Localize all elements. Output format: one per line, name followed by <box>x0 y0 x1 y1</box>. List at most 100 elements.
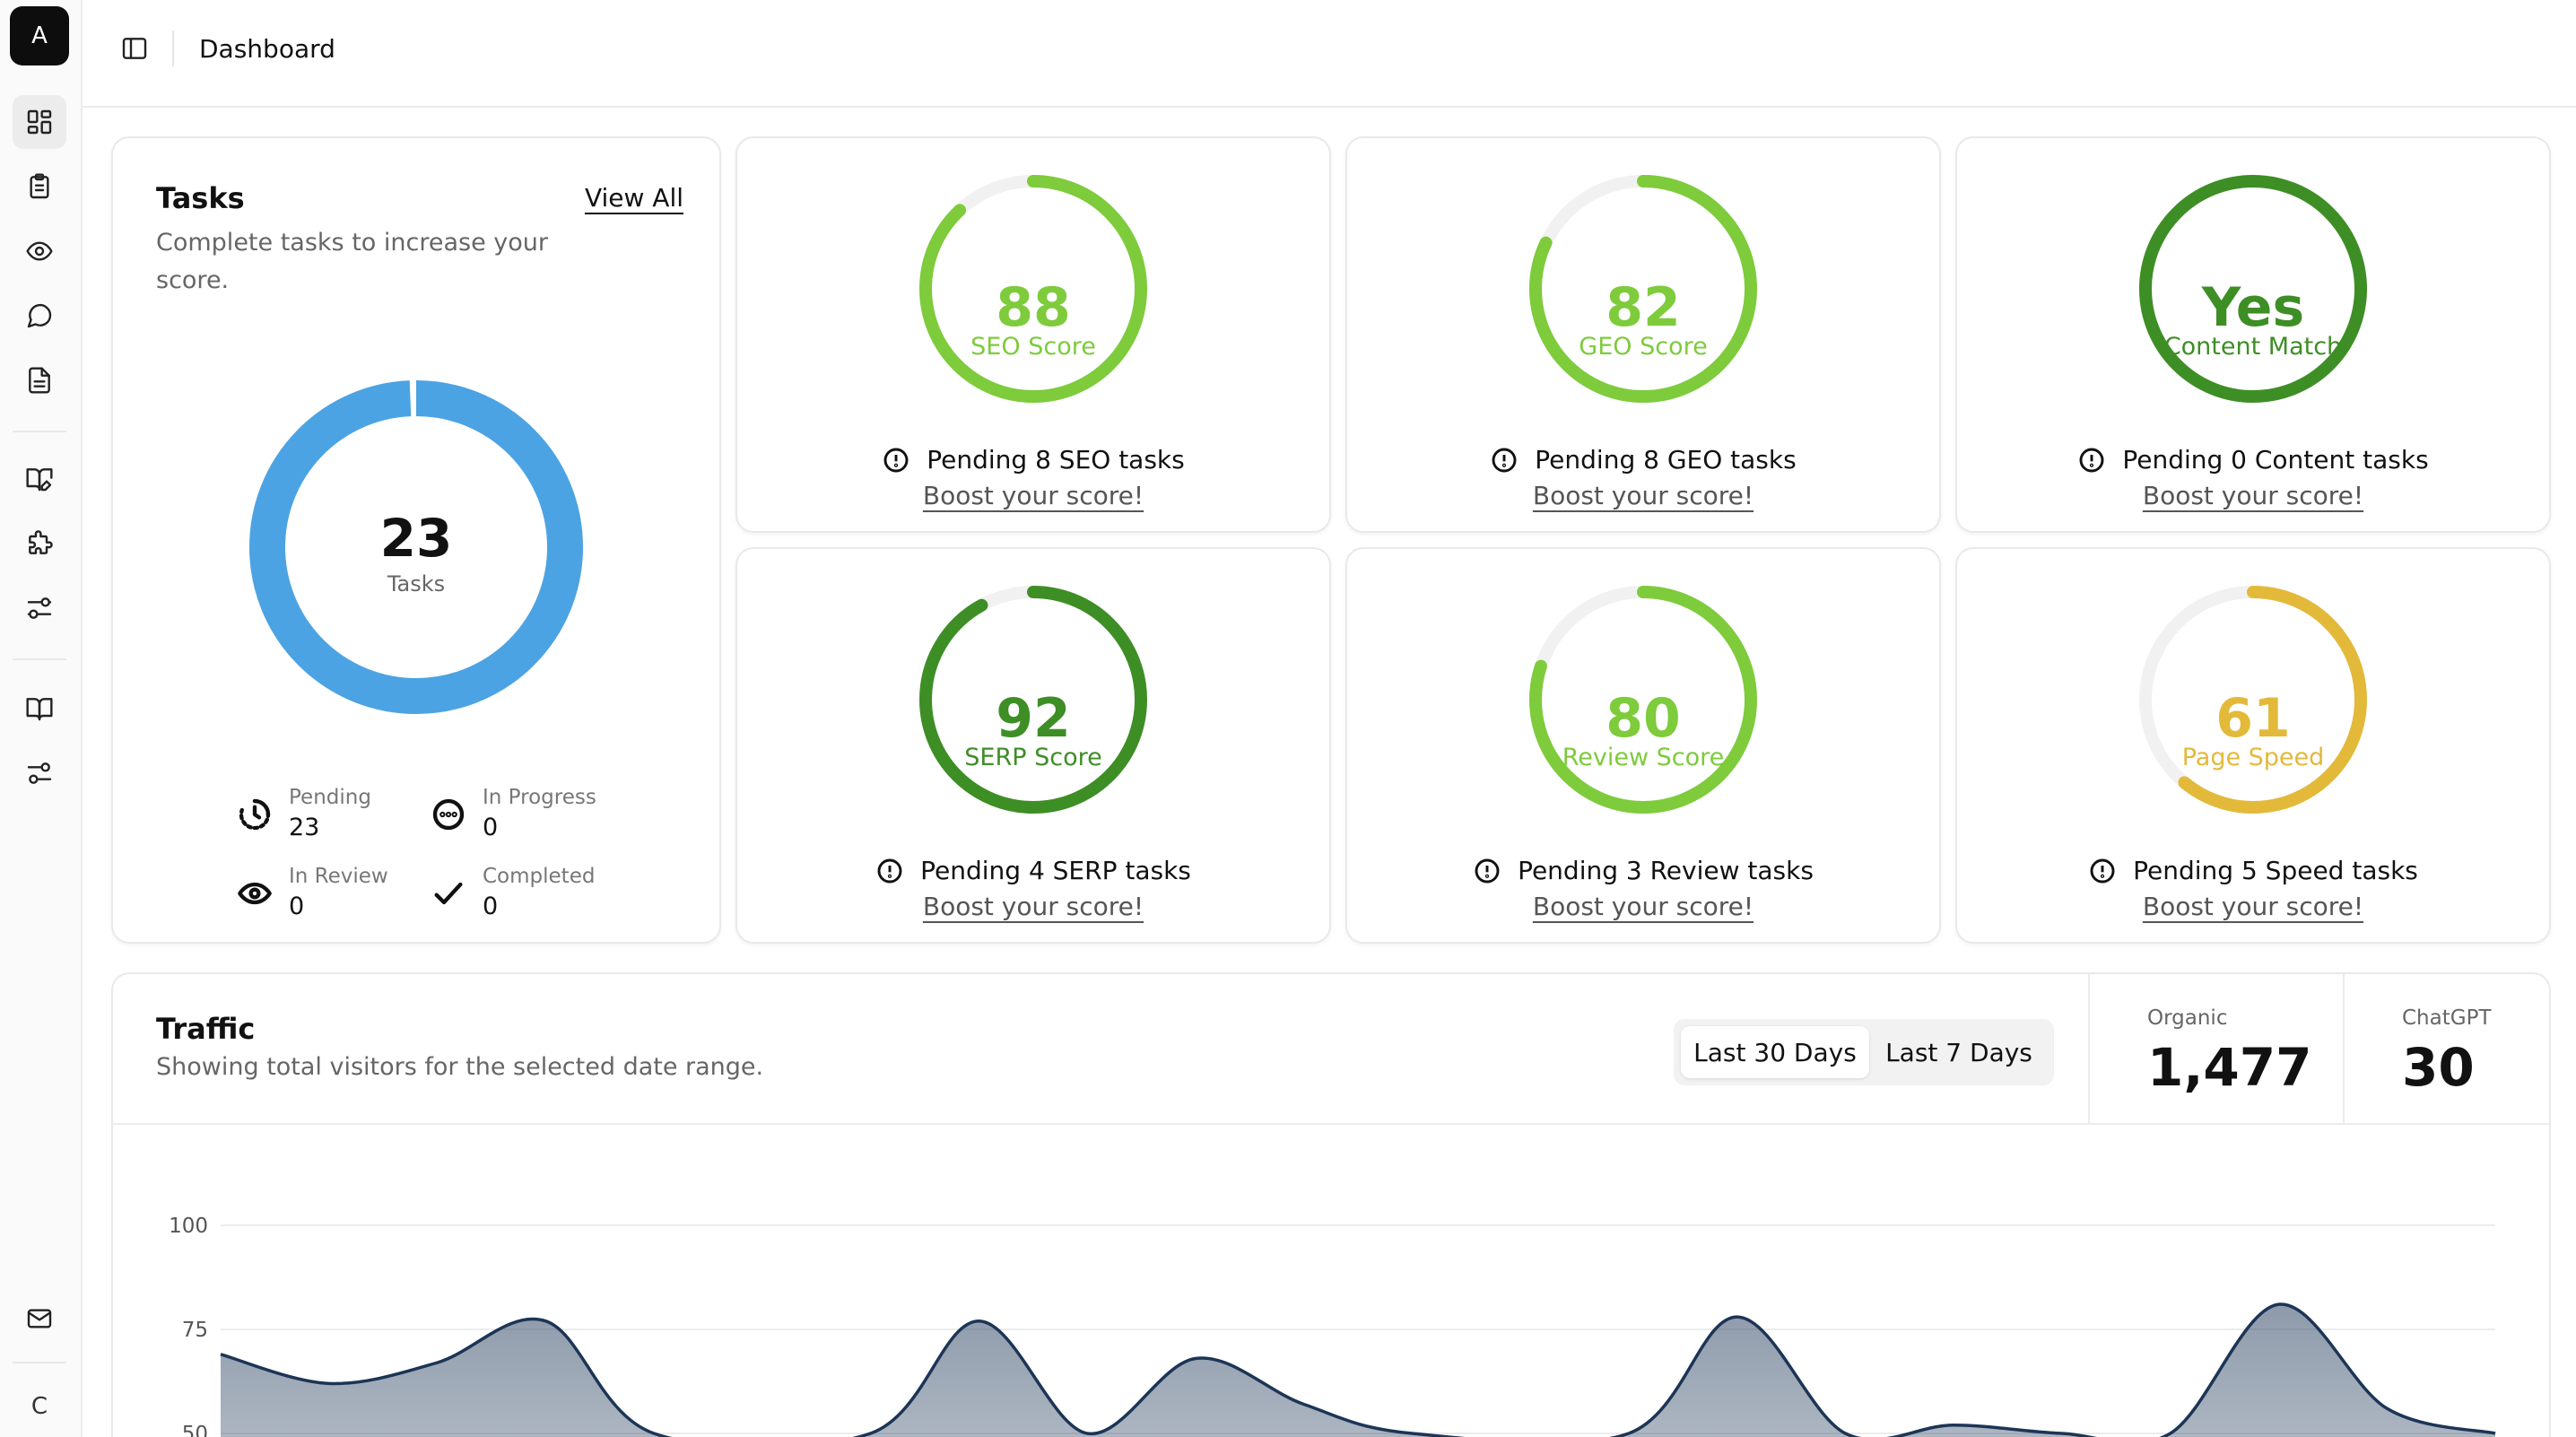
pending-tasks: Pending 8 GEO tasks <box>1347 445 1939 475</box>
pending-tasks-text: Pending 5 Speed tasks <box>2133 856 2418 885</box>
stat-completed: Completed 0 <box>431 863 595 924</box>
sidebar-toggle-button[interactable] <box>109 23 160 74</box>
score-label: Content Match <box>2163 333 2343 361</box>
score-card-geo: 82 GEO Score Pending 8 GEO tasks Boost your… <box>1345 136 1941 533</box>
alert-circle-icon <box>883 448 909 472</box>
check-icon <box>434 882 463 905</box>
sidebar-item-mail[interactable] <box>13 1292 66 1346</box>
stat-pending: Pending 23 <box>237 784 371 845</box>
pending-tasks: Pending 8 SEO tasks <box>737 445 1329 475</box>
stat-label: In Progress <box>483 786 596 809</box>
tasks-card: Tasks Complete tasks to increase your sc… <box>111 136 721 944</box>
pending-tasks-text: Pending 0 Content tasks <box>2122 445 2429 475</box>
boost-score-link[interactable]: Boost your score! <box>1532 481 1754 510</box>
score-label: SEO Score <box>970 333 1096 361</box>
range-last-7-days[interactable]: Last 7 Days <box>1885 1037 2032 1067</box>
score-gauge-ring <box>919 175 1147 403</box>
traffic-subtitle: Showing total visitors for the selected … <box>156 1053 764 1081</box>
sidebar-item-docs[interactable] <box>13 682 66 736</box>
boost-score-link-wrap: Boost your score! <box>737 892 1329 921</box>
score-gauge: 92 SERP Score <box>913 579 1153 820</box>
score-gauge: 61 Page Speed <box>2133 579 2373 820</box>
sidebar-item-settings[interactable] <box>13 746 66 800</box>
metric-chatgpt-value: 30 <box>2402 1037 2475 1098</box>
stat-in-review: In Review 0 <box>237 863 388 924</box>
range-last-30-days[interactable]: Last 30 Days <box>1681 1026 1869 1078</box>
boost-score-link-wrap: Boost your score! <box>1347 892 1939 921</box>
pending-tasks: Pending 4 SERP tasks <box>737 856 1329 885</box>
tasks-total: 23 <box>379 508 453 569</box>
y-tick-label: 100 <box>169 1215 208 1238</box>
score-gauge-ring <box>1529 586 1757 814</box>
message-icon <box>27 304 52 328</box>
top-bar: Dashboard <box>83 0 2576 108</box>
sidebar-item-filters[interactable] <box>13 581 66 635</box>
boost-score-link-wrap: Boost your score! <box>737 481 1329 510</box>
boost-score-link-wrap: Boost your score! <box>1957 892 2549 921</box>
boost-score-link[interactable]: Boost your score! <box>2142 481 2364 510</box>
view-all-link[interactable]: View All <box>584 183 683 213</box>
puzzle-icon <box>29 530 53 554</box>
score-gauge: 82 GEO Score <box>1523 169 1763 409</box>
tasks-title: Tasks <box>156 181 245 215</box>
date-range-toggle: Last 30 Days Last 7 Days <box>1674 1019 2054 1085</box>
user-avatar[interactable]: C <box>30 1393 48 1420</box>
tasks-total-label: Tasks <box>387 571 446 597</box>
traffic-card: Traffic Showing total visitors for the s… <box>111 972 2551 1437</box>
stat-value: 0 <box>483 893 499 920</box>
score-card-seo: 88 SEO Score Pending 8 SEO tasks Boost your… <box>735 136 1331 533</box>
alert-circle-icon <box>1475 858 1500 883</box>
book-icon <box>26 698 53 721</box>
pending-tasks: Pending 0 Content tasks <box>1957 445 2549 475</box>
stat-label: Completed <box>483 865 596 888</box>
score-label: GEO Score <box>1579 333 1708 361</box>
score-card-serp: 92 SERP Score Pending 4 SERP tasks Boost yo… <box>735 547 1331 944</box>
score-value: Yes <box>2201 276 2305 339</box>
score-label: Page Speed <box>2181 744 2325 771</box>
page-title: Dashboard <box>199 34 335 64</box>
score-value: 80 <box>1606 687 1681 750</box>
eye-icon <box>26 241 53 261</box>
dots-circle-icon <box>432 798 465 831</box>
boost-score-link[interactable]: Boost your score! <box>922 892 1144 921</box>
traffic-area-line <box>220 1302 2496 1437</box>
score-card-review: 80 Review Score Pending 3 Review tasks Boos… <box>1345 547 1941 944</box>
boost-score-link[interactable]: Boost your score! <box>922 481 1144 510</box>
stat-value: 0 <box>289 893 305 920</box>
sidebar-item-integrations[interactable] <box>13 517 66 570</box>
score-value: 61 <box>2215 687 2291 750</box>
alert-circle-icon <box>2090 858 2115 883</box>
score-gauge-ring <box>919 586 1147 814</box>
traffic-area-fill <box>221 1304 2495 1437</box>
sidebar-item-tasks[interactable] <box>13 160 66 213</box>
mail-icon <box>27 1309 52 1328</box>
sidebar-item-monitoring[interactable] <box>13 224 66 278</box>
boost-score-link[interactable]: Boost your score! <box>2142 892 2364 921</box>
boost-score-link[interactable]: Boost your score! <box>1532 892 1754 921</box>
tasks-donut-chart <box>249 380 583 714</box>
pending-tasks-text: Pending 8 GEO tasks <box>1535 445 1797 475</box>
sliders-icon <box>27 597 52 619</box>
stat-value: 23 <box>289 814 320 841</box>
score-value: 88 <box>996 276 1071 339</box>
app-logo[interactable]: A <box>10 6 69 65</box>
sidebar-item-messages[interactable] <box>13 289 66 343</box>
dashboard-icon <box>27 109 52 135</box>
eye-icon <box>238 882 272 905</box>
pending-tasks-text: Pending 8 SEO tasks <box>927 445 1185 475</box>
sidebar-item-documents[interactable] <box>13 353 66 407</box>
traffic-header-divider <box>113 1123 2549 1125</box>
sidebar-item-guides[interactable] <box>13 452 66 506</box>
score-value: 92 <box>996 687 1071 750</box>
alert-circle-icon <box>1492 448 1517 472</box>
tasks-donut-ring <box>249 380 583 714</box>
pending-tasks: Pending 3 Review tasks <box>1347 856 1939 885</box>
score-card-content: Yes Content Match Pending 0 Content tasks B… <box>1955 136 2551 533</box>
pending-tasks-text: Pending 3 Review tasks <box>1518 856 1814 885</box>
clipboard-icon <box>30 173 49 199</box>
clock-icon <box>239 798 271 831</box>
score-gauge-ring <box>2139 175 2367 403</box>
sidebar-item-dashboard[interactable] <box>13 95 66 149</box>
stat-label: Pending <box>289 786 371 809</box>
score-label: SERP Score <box>964 744 1102 771</box>
